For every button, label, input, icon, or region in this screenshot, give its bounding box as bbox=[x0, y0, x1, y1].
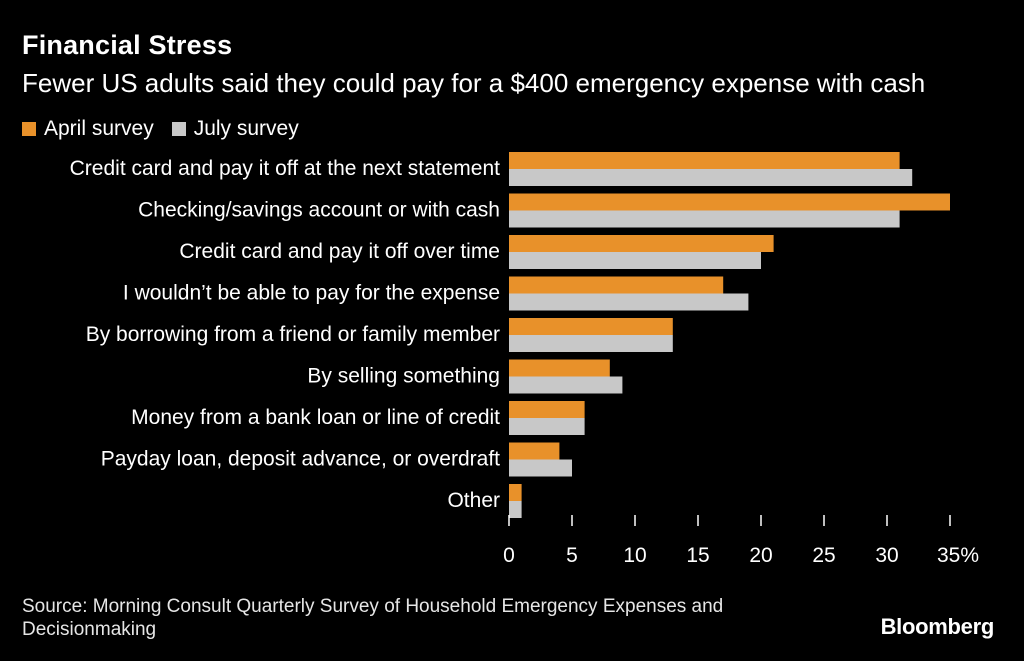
bar-july bbox=[509, 459, 572, 477]
bar-july bbox=[509, 169, 913, 186]
x-tick-label: 35% bbox=[937, 544, 979, 567]
category-label: By borrowing from a friend or family mem… bbox=[86, 323, 500, 346]
bar-april bbox=[509, 401, 585, 418]
bar-july bbox=[509, 293, 749, 311]
legend-swatch-april bbox=[22, 122, 36, 136]
legend-item-april: April survey bbox=[22, 117, 154, 141]
legend-item-july: July survey bbox=[171, 117, 299, 141]
bar-july bbox=[509, 335, 673, 352]
x-tick-label: 15 bbox=[686, 544, 709, 567]
chart-subtitle: Fewer US adults said they could pay for … bbox=[22, 68, 926, 98]
bar-april bbox=[509, 193, 950, 211]
bar-july bbox=[509, 501, 522, 518]
category-label: By selling something bbox=[307, 365, 500, 388]
legend-swatch-july bbox=[171, 122, 186, 136]
x-tick-label: 25 bbox=[812, 544, 835, 567]
source-note: Source: Morning Consult Quarterly Survey… bbox=[22, 596, 724, 640]
category-label: Credit card and pay it off over time bbox=[179, 240, 500, 263]
bar-july bbox=[509, 210, 900, 228]
category-label: Credit card and pay it off at the next s… bbox=[70, 157, 501, 180]
category-label: Other bbox=[447, 489, 500, 512]
x-tick-label: 5 bbox=[566, 544, 578, 567]
x-tick-label: 30 bbox=[875, 544, 898, 567]
bar-april bbox=[509, 484, 522, 501]
legend-label-july: July survey bbox=[193, 117, 299, 140]
bar-july bbox=[509, 376, 623, 394]
x-tick-label: 20 bbox=[749, 544, 772, 567]
bloomberg-logo: Bloomberg bbox=[880, 614, 995, 639]
bar-july bbox=[509, 418, 585, 435]
bar-april bbox=[509, 152, 900, 169]
bar-april bbox=[509, 318, 673, 335]
category-label: Money from a bank loan or line of credit bbox=[131, 406, 500, 429]
legend: April survey July survey bbox=[22, 117, 317, 141]
category-label: Payday loan, deposit advance, or overdra… bbox=[101, 448, 500, 471]
bar-april bbox=[509, 442, 560, 460]
legend-label-april: April survey bbox=[44, 117, 154, 140]
bar-july bbox=[509, 252, 761, 269]
bar-april bbox=[509, 359, 610, 377]
chart-title: Financial Stress bbox=[22, 30, 233, 60]
category-label: Checking/savings account or with cash bbox=[138, 199, 500, 222]
x-tick-label: 0 bbox=[503, 544, 515, 567]
category-label: I wouldn’t be able to pay for the expens… bbox=[123, 282, 500, 305]
bar-april bbox=[509, 276, 724, 294]
bar-april bbox=[509, 235, 774, 252]
x-tick-label: 10 bbox=[623, 544, 646, 567]
